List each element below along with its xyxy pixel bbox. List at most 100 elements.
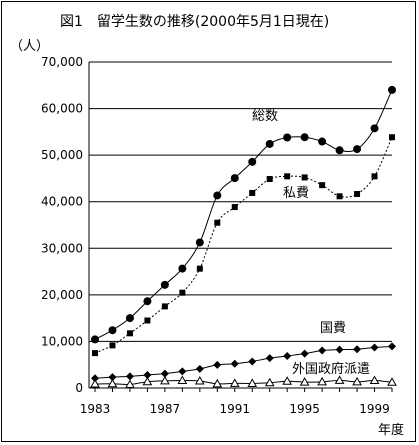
- data-point-square: [109, 342, 116, 349]
- data-point-triangle: [352, 376, 362, 386]
- y-tick-label: 20,000: [41, 288, 83, 302]
- x-tick-label: 1991: [219, 402, 250, 416]
- x-axis-label: 年度: [378, 422, 404, 438]
- axes: 0 10,000 20,000 30,000 40,000 50,000 60,000 70,…: [41, 55, 393, 416]
- data-point-diamond: [353, 345, 362, 354]
- data-point-diamond: [318, 346, 327, 355]
- data-point-triangle: [334, 375, 345, 384]
- data-point-square: [354, 190, 361, 197]
- data-point-circle: [230, 174, 239, 183]
- data-point-diamond: [178, 367, 187, 376]
- y-tick-label: 50,000: [41, 148, 83, 162]
- data-point-triangle: [264, 377, 275, 387]
- y-tick-label: 70,000: [41, 55, 83, 69]
- data-point-triangle: [194, 375, 205, 385]
- data-point-triangle: [299, 377, 310, 386]
- data-point-triangle: [387, 377, 397, 386]
- x-tick-label: 1983: [80, 402, 111, 416]
- data-point-diamond: [370, 343, 379, 352]
- data-point-diamond: [300, 349, 309, 358]
- data-point-square: [92, 350, 98, 357]
- data-point-diamond: [213, 360, 222, 369]
- data-point-circle: [265, 139, 274, 148]
- data-point-circle: [91, 335, 99, 344]
- data-point-square: [371, 173, 378, 180]
- y-tick-label: 40,000: [41, 195, 83, 209]
- data-point-square: [179, 289, 186, 296]
- chart-title: 図1 留学生数の推移(2000年5月1日現在): [60, 14, 329, 30]
- data-point-triangle: [247, 378, 258, 387]
- data-point-diamond: [143, 370, 152, 379]
- data-point-circle: [160, 280, 169, 289]
- data-point-triangle: [107, 378, 118, 388]
- data-point-diamond: [388, 342, 396, 351]
- data-point-triangle: [177, 375, 188, 384]
- data-point-diamond: [108, 373, 117, 382]
- data-point-square: [284, 173, 291, 180]
- data-point-circle: [283, 133, 292, 142]
- data-point-triangle: [212, 378, 223, 388]
- series-label-0: 総数: [252, 109, 278, 124]
- data-point-circle: [335, 146, 344, 155]
- data-point-square: [266, 176, 273, 183]
- data-point-diamond: [248, 357, 257, 366]
- data-point-circle: [248, 157, 257, 166]
- gridlines: [89, 61, 392, 342]
- data-point-square: [196, 265, 203, 272]
- data-point-circle: [195, 238, 204, 247]
- data-point-triangle: [90, 379, 100, 388]
- series-markers: [90, 85, 397, 388]
- series-line-3: [94, 379, 393, 386]
- x-tick-label: 1987: [150, 402, 181, 416]
- data-point-square: [144, 317, 151, 324]
- data-point-triangle: [125, 379, 135, 388]
- data-point-diamond: [230, 359, 239, 368]
- y-tick-label: 60,000: [41, 102, 83, 116]
- data-point-square: [214, 219, 221, 226]
- x-tick-label: 1995: [289, 402, 320, 416]
- data-point-square: [161, 303, 168, 310]
- data-point-diamond: [265, 354, 274, 363]
- data-point-triangle: [142, 376, 153, 386]
- data-point-square: [126, 330, 133, 337]
- series-label-3: 外国政府派遣: [292, 362, 370, 377]
- data-point-square: [249, 189, 256, 196]
- data-point-diamond: [195, 364, 204, 373]
- data-point-circle: [178, 264, 187, 273]
- data-point-circle: [370, 124, 379, 133]
- data-point-triangle: [229, 378, 240, 387]
- data-point-diamond: [160, 369, 169, 378]
- data-point-square: [319, 182, 326, 189]
- data-point-triangle: [369, 375, 380, 385]
- y-tick-label: 30,000: [41, 241, 83, 255]
- y-axis-unit-label: （人）: [10, 39, 49, 54]
- data-point-circle: [125, 314, 134, 323]
- data-point-triangle: [317, 376, 327, 386]
- data-point-circle: [108, 326, 117, 335]
- data-point-triangle: [282, 376, 293, 385]
- data-point-circle: [213, 191, 222, 200]
- data-point-diamond: [283, 351, 292, 360]
- y-tick-label: 10,000: [41, 334, 83, 348]
- data-point-circle: [143, 297, 152, 306]
- data-point-diamond: [335, 345, 344, 354]
- data-point-circle: [353, 145, 362, 154]
- data-point-circle: [388, 85, 396, 94]
- data-point-diamond: [91, 374, 99, 383]
- series-line-0: [94, 89, 393, 340]
- data-point-square: [301, 174, 308, 181]
- data-point-square: [231, 204, 238, 211]
- series-label-1: 私費: [283, 186, 309, 201]
- y-tick-label: 0: [75, 381, 83, 395]
- series-lines: [94, 89, 393, 386]
- data-point-triangle: [160, 375, 170, 385]
- data-point-circle: [300, 133, 309, 142]
- data-point-square: [389, 134, 395, 141]
- series-label-2: 国費: [320, 321, 346, 336]
- data-point-diamond: [125, 372, 134, 381]
- data-point-circle: [318, 137, 327, 146]
- x-tick-label: 1999: [359, 402, 390, 416]
